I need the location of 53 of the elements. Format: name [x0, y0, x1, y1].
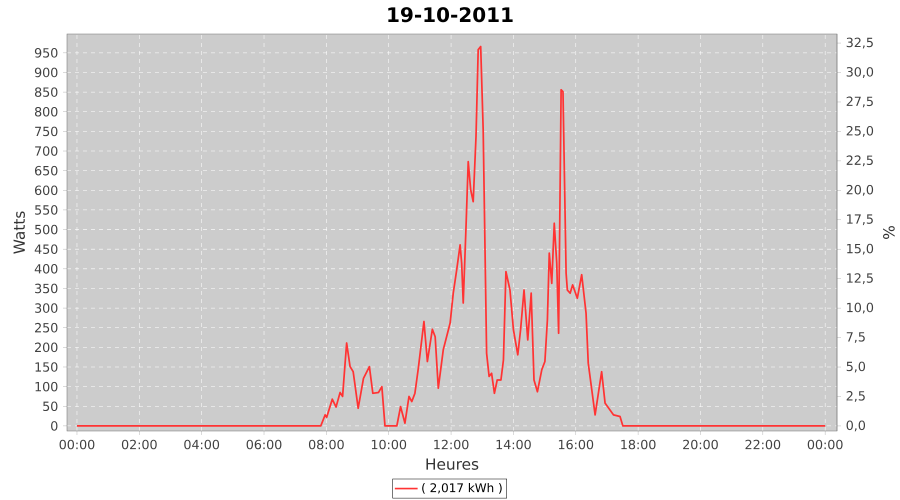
- y-tick-label: 650: [34, 166, 58, 176]
- y-tick-label: 0: [51, 421, 58, 431]
- y-tick-label: 600: [34, 185, 58, 196]
- y-tick-label: 950: [34, 48, 58, 58]
- x-tick-label: 22:00: [745, 440, 780, 450]
- y2-tick-label: 22,5: [846, 155, 873, 166]
- x-tick-label: 00:00: [808, 440, 843, 450]
- y2-axis-title: %: [883, 226, 895, 239]
- y-tick-label: 300: [35, 303, 58, 313]
- y-tick-label: 400: [34, 264, 58, 274]
- x-tick-label: 20:00: [683, 440, 718, 450]
- y2-tick-label: 0,0: [846, 420, 866, 432]
- y-tick-label: 200: [35, 342, 58, 352]
- y-tick-label: 550: [35, 205, 58, 215]
- y2-tick-label: 27,5: [846, 96, 873, 108]
- y-tick-label: 100: [36, 382, 58, 392]
- chart-title: 19-10-2011: [388, 7, 513, 22]
- y2-tick-label: 20,0: [846, 184, 874, 196]
- y2-tick-label: 7,5: [846, 332, 865, 343]
- y-tick-label: 750: [35, 126, 58, 136]
- y2-tick-label: 25,0: [846, 126, 874, 137]
- y2-tick-label: 15,0: [847, 244, 874, 255]
- y-tick-label: 500: [35, 224, 58, 234]
- y2-tick-label: 17,5: [847, 214, 873, 226]
- x-axis-title: Heures: [426, 458, 478, 470]
- x-tick-label: 16:00: [558, 440, 594, 450]
- x-tick-label: 08:00: [308, 440, 344, 450]
- y-tick-label: 800: [34, 106, 58, 117]
- y-tick-label: 50: [43, 401, 58, 412]
- y-tick-label: 450: [34, 244, 58, 254]
- y2-tick-label: 30,0: [846, 67, 874, 78]
- x-tick-label: 04:00: [184, 440, 220, 450]
- y2-tick-label: 32,5: [846, 38, 873, 48]
- y2-tick-label: 12,5: [847, 273, 873, 284]
- x-tick-label: 14:00: [496, 440, 531, 450]
- x-tick-label: 00:00: [60, 440, 94, 450]
- y-tick-label: 350: [35, 284, 58, 294]
- y2-tick-label: 10,0: [847, 302, 874, 314]
- y2-tick-label: 5,0: [846, 362, 866, 372]
- line-series: [76, 46, 826, 427]
- x-tick-label: 02:00: [122, 440, 157, 450]
- y-tick-label: 250: [35, 322, 58, 333]
- y-tick-label: 700: [35, 146, 58, 156]
- y-tick-label: 850: [34, 87, 58, 97]
- y-tick-label: 150: [36, 362, 58, 372]
- y-axis-title: Watts: [14, 211, 25, 254]
- y2-tick-label: 2,5: [846, 391, 865, 402]
- x-tick-label: 10:00: [372, 440, 406, 450]
- x-tick-label: 18:00: [621, 440, 656, 450]
- y-tick-label: 900: [34, 68, 58, 78]
- legend-label: ( 2,017 kWh ): [422, 483, 502, 494]
- x-tick-label: 12:00: [434, 440, 468, 450]
- x-tick-label: 06:00: [246, 440, 282, 450]
